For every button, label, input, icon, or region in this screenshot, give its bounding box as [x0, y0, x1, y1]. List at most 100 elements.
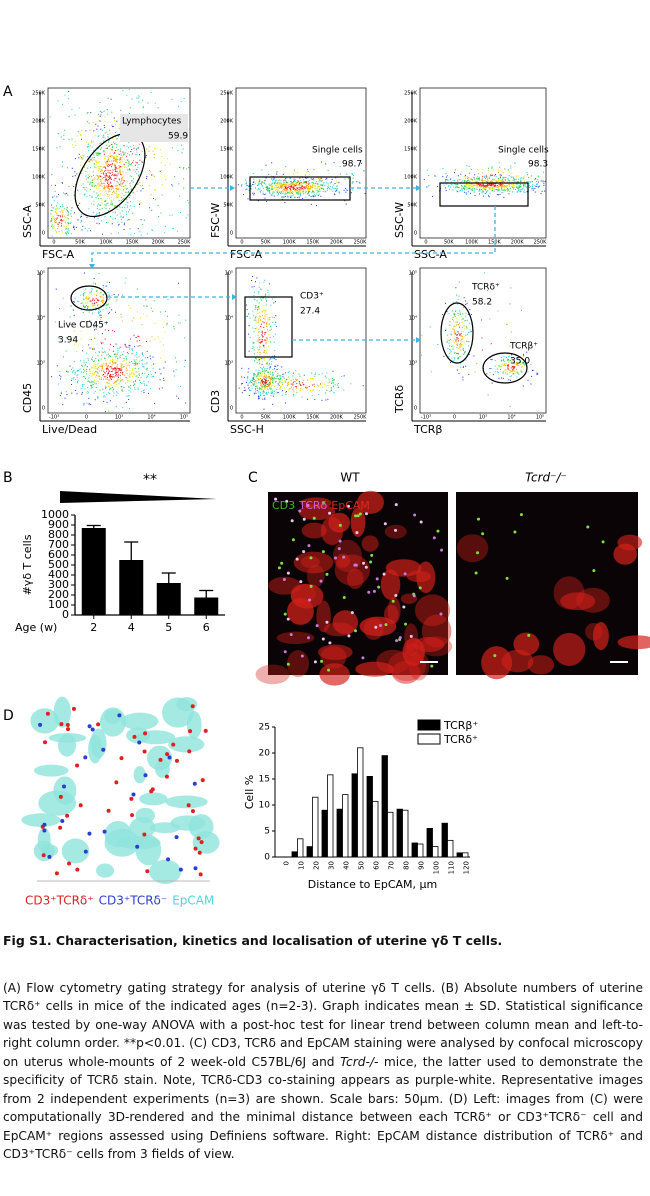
event-dot [118, 377, 119, 378]
event-dot [119, 179, 120, 180]
event-dot [176, 396, 177, 397]
event-dot [264, 347, 265, 348]
event-dot [287, 190, 288, 191]
event-dot [92, 298, 93, 299]
event-dot [93, 305, 94, 306]
event-dot [117, 181, 118, 182]
event-dot [130, 391, 131, 392]
event-dot [485, 185, 486, 186]
event-dot [473, 355, 474, 356]
event-dot [315, 188, 316, 189]
event-dot [267, 338, 268, 339]
event-dot [488, 170, 489, 171]
event-dot [108, 191, 109, 192]
event-dot [517, 181, 518, 182]
event-dot [124, 180, 125, 181]
event-dot [127, 169, 128, 170]
event-dot [460, 347, 461, 348]
event-dot [455, 326, 456, 327]
event-dot [309, 195, 310, 196]
event-dot [135, 154, 136, 155]
cell [319, 580, 322, 583]
cell [47, 855, 51, 859]
event-dot [84, 292, 85, 293]
event-dot [463, 331, 464, 332]
event-dot [75, 379, 76, 380]
event-dot [249, 390, 250, 391]
event-dot [151, 194, 152, 195]
event-dot [86, 217, 87, 218]
event-dot [498, 170, 499, 171]
gate-label: TCRβ⁺ [509, 342, 538, 352]
event-dot [58, 133, 59, 134]
event-dot [287, 185, 288, 186]
event-dot [88, 150, 89, 151]
event-dot [447, 341, 448, 342]
event-dot [154, 154, 155, 155]
cell [66, 727, 70, 731]
event-dot [62, 204, 63, 205]
event-dot [105, 168, 106, 169]
event-dot [142, 354, 143, 355]
cell [313, 517, 316, 520]
event-dot [115, 361, 116, 362]
event-dot [251, 185, 252, 186]
event-dot [65, 217, 66, 218]
cell [96, 722, 100, 726]
event-dot [92, 289, 93, 290]
event-dot [89, 312, 90, 313]
event-dot [268, 334, 269, 335]
event-dot [316, 188, 317, 189]
event-dot [466, 192, 467, 193]
bar [194, 598, 218, 616]
event-dot [521, 191, 522, 192]
event-dot [104, 171, 105, 172]
event-dot [93, 154, 94, 155]
event-dot [459, 327, 460, 328]
event-dot [106, 204, 107, 205]
event-dot [96, 213, 97, 214]
event-dot [105, 376, 106, 377]
event-dot [310, 187, 311, 188]
x-axis-label: Live/Dead [42, 423, 97, 436]
event-dot [108, 142, 109, 143]
cell [193, 866, 197, 870]
event-dot [481, 186, 482, 187]
y-tick-label: 100K [32, 175, 46, 181]
event-dot [260, 372, 261, 373]
event-dot [129, 408, 130, 409]
event-dot [89, 228, 90, 229]
event-dot [523, 184, 524, 185]
event-dot [317, 186, 318, 187]
event-dot [453, 302, 454, 303]
event-dot [270, 305, 271, 306]
event-dot [258, 370, 259, 371]
event-dot [116, 121, 117, 122]
event-dot [94, 177, 95, 178]
event-dot [255, 305, 256, 306]
event-dot [95, 167, 96, 168]
event-dot [165, 165, 166, 166]
event-dot [253, 347, 254, 348]
x-axis-label: FSC-A [42, 248, 75, 261]
event-dot [153, 151, 154, 152]
event-dot [110, 155, 111, 156]
event-dot [365, 193, 366, 194]
event-dot [124, 366, 125, 367]
event-dot [253, 315, 254, 316]
event-dot [62, 220, 63, 221]
cell [59, 795, 63, 799]
event-dot [317, 192, 318, 193]
event-dot [292, 389, 293, 390]
cell [133, 735, 137, 739]
event-dot [75, 298, 76, 299]
event-dot [310, 390, 311, 391]
event-dot [68, 214, 69, 215]
event-dot [98, 373, 99, 374]
event-dot [276, 376, 277, 377]
event-dot [457, 335, 458, 336]
event-dot [100, 297, 101, 298]
event-dot [321, 184, 322, 185]
event-dot [105, 204, 106, 205]
event-dot [257, 390, 258, 391]
